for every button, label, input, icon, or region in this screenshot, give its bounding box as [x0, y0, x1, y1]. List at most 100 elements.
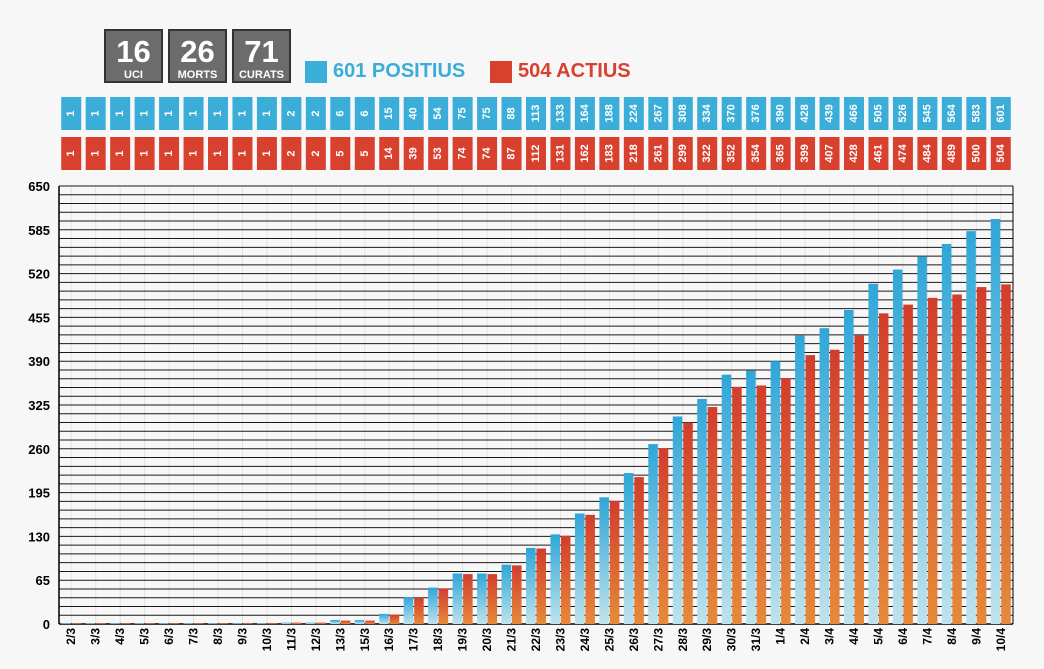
- data-label-actius: 1: [212, 150, 224, 156]
- bar-actius: [291, 622, 302, 624]
- data-label-box-actius: [403, 137, 424, 170]
- data-label-actius: 489: [946, 144, 958, 162]
- x-tick-label: 23/3: [553, 628, 567, 652]
- data-label-positius: 54: [432, 107, 444, 120]
- bar-actius: [316, 622, 326, 624]
- bar-positius: [232, 623, 242, 624]
- data-label-box-positius: [354, 97, 375, 130]
- x-tick-label: 24/3: [578, 628, 592, 652]
- bar-positius: [599, 497, 609, 624]
- data-label-box-actius: [501, 137, 522, 170]
- bar-positius: [795, 335, 805, 624]
- data-label-box-actius: [208, 137, 228, 170]
- data-label-positius: 113: [530, 105, 542, 123]
- data-label-positius: 15: [383, 107, 395, 119]
- bar-actius: [463, 574, 473, 624]
- bar-actius: [267, 623, 277, 624]
- data-label-box-actius: [85, 137, 106, 170]
- bar-positius: [110, 623, 120, 624]
- data-label-box-positius: [330, 97, 351, 130]
- data-label-actius: 1: [163, 150, 175, 156]
- data-label-actius: 74: [481, 147, 493, 160]
- bar-positius: [501, 564, 512, 624]
- y-tick-label: 650: [28, 179, 50, 194]
- bar-positius: [428, 587, 438, 624]
- x-tick-label: 6/4: [896, 628, 910, 645]
- bar-positius: [819, 328, 830, 624]
- x-tick-label: 21/3: [505, 628, 519, 652]
- x-tick-label: 20/3: [480, 628, 494, 652]
- data-label-actius: 5: [359, 150, 371, 156]
- data-label-box-actius: [990, 137, 1011, 170]
- data-label-actius: 1: [114, 150, 126, 156]
- data-label-actius: 87: [506, 147, 518, 159]
- data-label-box-positius: [844, 97, 864, 130]
- data-label-positius: 1: [139, 110, 151, 116]
- data-label-actius: 484: [921, 143, 933, 162]
- data-label-box-actius: [477, 137, 498, 170]
- stat-uci-value: 16: [116, 34, 151, 69]
- data-label-positius: 133: [554, 104, 566, 122]
- bar-actius: [683, 422, 693, 624]
- bar-actius: [952, 294, 962, 624]
- data-label-box-actius: [599, 137, 620, 170]
- stat-curats-label: CURATS: [238, 69, 284, 81]
- data-label-box-positius: [721, 97, 742, 130]
- data-label-positius: 1: [114, 110, 126, 116]
- bar-actius: [854, 335, 864, 624]
- x-tick-label: 25/3: [602, 628, 616, 652]
- data-label-box-actius: [134, 137, 155, 170]
- y-tick-label: 0: [43, 617, 50, 632]
- stat-morts-label: MORTS: [177, 69, 218, 81]
- x-tick-label: 31/3: [749, 628, 763, 652]
- x-tick-label: 28/3: [676, 628, 690, 652]
- data-label-positius: 1: [65, 110, 77, 116]
- x-tick-label: 8/3: [211, 628, 225, 645]
- y-tick-label: 455: [28, 310, 50, 325]
- x-tick-label: 7/4: [920, 628, 934, 645]
- data-label-box-positius: [966, 97, 987, 130]
- stat-curats-value: 71: [244, 34, 279, 69]
- bar-actius: [609, 500, 620, 624]
- y-tick-label: 130: [28, 529, 50, 544]
- bar-actius: [242, 623, 253, 624]
- data-label-box-positius: [892, 97, 913, 130]
- data-label-actius: 299: [677, 144, 689, 162]
- bar-positius: [721, 374, 732, 624]
- data-label-positius: 2: [310, 110, 322, 116]
- data-label-positius: 334: [701, 103, 713, 122]
- y-tick-label: 585: [28, 223, 50, 238]
- y-tick-label: 65: [36, 573, 50, 588]
- data-label-actius: 261: [652, 144, 664, 162]
- data-label-positius: 545: [921, 104, 933, 122]
- data-label-box-positius: [672, 97, 693, 130]
- data-label-positius: 1: [188, 110, 200, 116]
- bar-positius: [941, 243, 952, 624]
- bar-positius: [354, 619, 365, 624]
- data-label-positius: 2: [285, 110, 297, 116]
- data-label-actius: 53: [432, 147, 444, 159]
- legend-actius: 504 ACTIUS: [490, 60, 631, 83]
- data-label-box-positius: [256, 97, 277, 130]
- data-label-actius: 354: [750, 143, 762, 162]
- data-label-positius: 188: [603, 104, 615, 122]
- data-label-positius: 1: [163, 110, 175, 116]
- data-label-box-actius: [721, 137, 742, 170]
- data-label-box-actius: [550, 137, 571, 170]
- data-label-positius: 164: [579, 103, 591, 122]
- bar-positius: [746, 370, 756, 624]
- bar-positius: [281, 622, 291, 624]
- x-tick-label: 15/3: [358, 628, 372, 652]
- x-tick-label: 3/3: [89, 628, 103, 645]
- bar-positius: [574, 513, 585, 624]
- data-label-box-positius: [770, 97, 791, 130]
- data-label-positius: 466: [848, 104, 860, 122]
- bar-positius: [183, 623, 194, 624]
- data-label-box-positius: [574, 97, 595, 130]
- data-label-positius: 1: [236, 110, 248, 116]
- data-label-positius: 428: [799, 104, 811, 122]
- data-label-positius: 75: [457, 107, 469, 119]
- data-label-box-positius: [746, 97, 767, 130]
- data-label-box-actius: [819, 137, 840, 170]
- x-tick-label: 4/4: [847, 628, 861, 645]
